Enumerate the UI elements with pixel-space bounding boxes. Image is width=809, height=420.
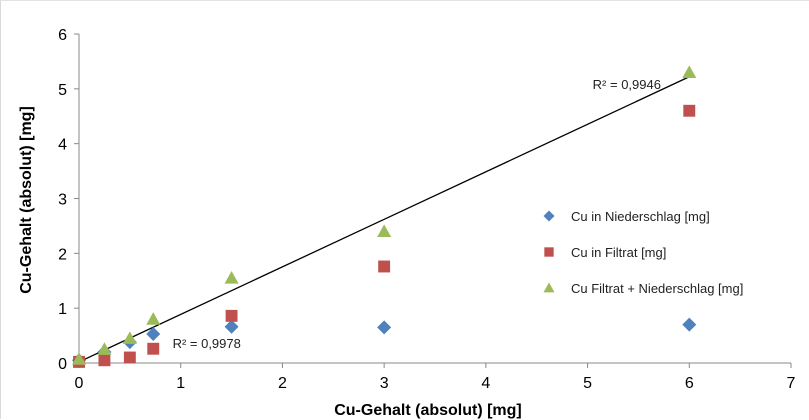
legend-label: Cu in Niederschlag [mg] — [571, 209, 710, 224]
y-axis-title: Cu-Gehalt (absolut) [mg] — [18, 106, 35, 294]
r-squared-label: R² = 0,9978 — [173, 336, 241, 351]
legend-label: Cu in Filtrat [mg] — [571, 245, 666, 260]
axes: 0 1 2 3 4 5 6 7 0 1 2 3 4 5 6 — [58, 27, 795, 392]
legend: Cu in Niederschlag [mg] Cu in Filtrat [mg… — [543, 209, 743, 296]
data-point-square — [225, 309, 238, 322]
series-triangle — [72, 65, 697, 365]
annotations: R² = 0,9946 R² = 0,9978 — [173, 77, 661, 351]
series-layer — [72, 65, 697, 368]
legend-marker-diamond — [543, 210, 555, 222]
series-diamond — [72, 317, 697, 368]
y-tick-label: 6 — [58, 27, 67, 44]
x-tick-label: 7 — [787, 375, 796, 392]
y-tick-label: 3 — [58, 192, 67, 209]
data-point-square — [378, 260, 391, 273]
legend-label: Cu Filtrat + Niederschlag [mg] — [571, 281, 743, 296]
y-tick-label: 2 — [58, 246, 67, 263]
legend-marker-square — [544, 247, 554, 257]
data-point-square — [683, 104, 696, 117]
y-tick-label: 0 — [58, 356, 67, 373]
data-point-triangle — [97, 342, 112, 355]
data-point-triangle — [122, 331, 137, 344]
r-squared-label: R² = 0,9946 — [593, 77, 661, 92]
linear-trendline — [78, 76, 690, 363]
data-point-triangle — [146, 312, 161, 325]
x-tick-label: 6 — [685, 375, 694, 392]
x-tick-label: 2 — [278, 375, 287, 392]
x-axis-ticks: 0 1 2 3 4 5 6 7 — [75, 363, 796, 392]
data-point-diamond — [146, 326, 161, 341]
legend-marker-triangle — [543, 282, 555, 293]
y-tick-label: 1 — [58, 301, 67, 318]
data-point-triangle — [682, 65, 697, 78]
data-point-triangle — [72, 352, 86, 365]
x-tick-label: 1 — [176, 375, 185, 392]
data-point-diamond — [682, 317, 697, 332]
data-point-square — [147, 342, 160, 355]
x-tick-label: 3 — [380, 375, 389, 392]
y-tick-label: 5 — [58, 82, 67, 99]
trendline — [78, 76, 690, 363]
data-point-square — [98, 354, 111, 367]
data-point-diamond — [377, 320, 392, 335]
x-tick-label: 4 — [481, 375, 490, 392]
x-tick-label: 0 — [75, 375, 84, 392]
data-point-square — [123, 351, 136, 364]
y-tick-label: 4 — [58, 137, 67, 154]
x-axis-title: Cu-Gehalt (absolut) [mg] — [334, 402, 522, 419]
data-point-diamond — [224, 319, 239, 334]
data-point-triangle — [224, 271, 239, 284]
y-axis-ticks: 0 1 2 3 4 5 6 — [58, 27, 79, 373]
data-point-triangle — [377, 224, 392, 237]
x-tick-label: 5 — [583, 375, 592, 392]
